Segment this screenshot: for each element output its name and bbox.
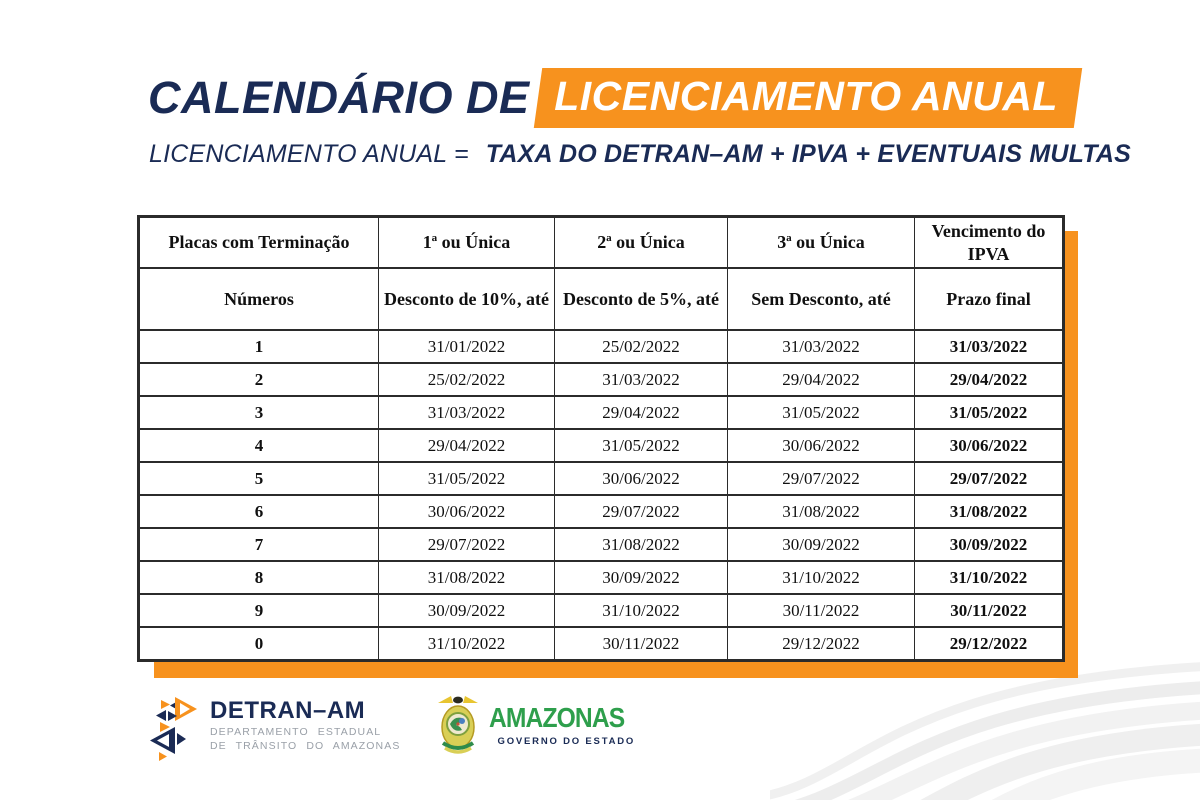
cell: 7 bbox=[138, 527, 379, 562]
cell: 30/11/2022 bbox=[554, 626, 728, 662]
cell: 31/10/2022 bbox=[554, 593, 728, 628]
page-title: CALENDÁRIO DE LICENCIAMENTO ANUAL bbox=[148, 68, 1082, 128]
column-header: Números bbox=[138, 267, 379, 331]
cell: 29/07/2022 bbox=[378, 527, 555, 562]
cell: 29/07/2022 bbox=[914, 461, 1064, 496]
column-header: 3ª ou Única bbox=[727, 215, 915, 269]
column-header: Desconto de 5%, até bbox=[554, 267, 728, 331]
cell: 2 bbox=[138, 362, 379, 397]
cell: 29/07/2022 bbox=[554, 494, 728, 529]
amazonas-crest-icon bbox=[438, 696, 479, 754]
cell: 30/09/2022 bbox=[378, 593, 555, 628]
cell: 31/05/2022 bbox=[378, 461, 555, 496]
cell: 30/09/2022 bbox=[727, 527, 915, 562]
cell: 5 bbox=[138, 461, 379, 496]
table-body: 1 31/01/2022 25/02/2022 31/03/2022 31/03/202… bbox=[138, 329, 1064, 662]
detran-text-block: DETRAN–AM DEPARTAMENTO ESTADUAL DE TRÂNS… bbox=[210, 698, 400, 752]
amazonas-name: AMAZONAS bbox=[489, 701, 625, 733]
cell: 25/02/2022 bbox=[378, 362, 555, 397]
title-highlight-text: LICENCIAMENTO ANUAL bbox=[553, 73, 1058, 119]
detran-am-logo: DETRAN–AM DEPARTAMENTO ESTADUAL DE TRÂNS… bbox=[143, 688, 400, 762]
cell: 31/10/2022 bbox=[378, 626, 555, 662]
column-header: 1ª ou Única bbox=[378, 215, 555, 269]
cell: 30/09/2022 bbox=[914, 527, 1064, 562]
column-header: Placas com Terminação bbox=[138, 215, 379, 269]
cell: 31/08/2022 bbox=[378, 560, 555, 595]
table-row: 2 25/02/2022 31/03/2022 29/04/2022 29/04/202… bbox=[138, 362, 1064, 397]
cell: 9 bbox=[138, 593, 379, 628]
table-row: 1 31/01/2022 25/02/2022 31/03/2022 31/03/202… bbox=[138, 329, 1064, 364]
cell: 4 bbox=[138, 428, 379, 463]
table-row: 9 30/09/2022 31/10/2022 30/11/2022 30/11/202… bbox=[138, 593, 1064, 628]
cell: 29/04/2022 bbox=[554, 395, 728, 430]
cell: 30/11/2022 bbox=[914, 593, 1064, 628]
cell: 31/03/2022 bbox=[914, 329, 1064, 364]
column-header: Prazo final bbox=[914, 267, 1064, 331]
calendar-table-zone: Placas com Terminação 1ª ou Única 2ª ou Ún… bbox=[137, 215, 1078, 678]
table-header: Placas com Terminação 1ª ou Única 2ª ou Ún… bbox=[138, 215, 1064, 331]
cell: 31/05/2022 bbox=[554, 428, 728, 463]
detran-name: DETRAN–AM bbox=[210, 696, 366, 724]
amazonas-government-logo: AMAZONAS GOVERNO DO ESTADO bbox=[436, 693, 643, 757]
table-header-row-1: Placas com Terminação 1ª ou Única 2ª ou Ún… bbox=[138, 215, 1064, 269]
cell: 31/01/2022 bbox=[378, 329, 555, 364]
subtitle-formula: TAXA DO DETRAN–AM + IPVA + EVENTUAIS MUL… bbox=[485, 140, 1131, 168]
cell: 6 bbox=[138, 494, 379, 529]
table-row: 4 29/04/2022 31/05/2022 30/06/2022 30/06/202… bbox=[138, 428, 1064, 463]
detran-dept-line1: DEPARTAMENTO ESTADUAL bbox=[210, 726, 382, 738]
cell: 30/06/2022 bbox=[727, 428, 915, 463]
column-header: Sem Desconto, até bbox=[727, 267, 915, 331]
cell: 3 bbox=[138, 395, 379, 430]
cell: 31/05/2022 bbox=[727, 395, 915, 430]
cell: 31/08/2022 bbox=[727, 494, 915, 529]
cell: 30/06/2022 bbox=[378, 494, 555, 529]
cell: 29/04/2022 bbox=[378, 428, 555, 463]
table-row: 6 30/06/2022 29/07/2022 31/08/2022 31/08/202… bbox=[138, 494, 1064, 529]
cell: 31/05/2022 bbox=[914, 395, 1064, 430]
amazonas-tagline: GOVERNO DO ESTADO bbox=[497, 735, 636, 747]
column-header: Desconto de 10%, até bbox=[378, 267, 555, 331]
wave-watermark-decoration bbox=[770, 662, 1200, 800]
column-header: Vencimento do IPVA bbox=[914, 215, 1064, 269]
amazonas-text-block: AMAZONAS GOVERNO DO ESTADO bbox=[489, 701, 643, 747]
cell: 31/03/2022 bbox=[378, 395, 555, 430]
cell: 29/07/2022 bbox=[727, 461, 915, 496]
cell: 30/11/2022 bbox=[727, 593, 915, 628]
subtitle: LICENCIAMENTO ANUAL = TAXA DO DETRAN–AM … bbox=[149, 140, 1131, 169]
cell: 30/06/2022 bbox=[914, 428, 1064, 463]
column-header: 2ª ou Única bbox=[554, 215, 728, 269]
title-prefix: CALENDÁRIO DE bbox=[148, 72, 530, 123]
table-row: 0 31/10/2022 30/11/2022 29/12/2022 29/12/202… bbox=[138, 626, 1064, 662]
cell: 29/04/2022 bbox=[914, 362, 1064, 397]
cell: 8 bbox=[138, 560, 379, 595]
table-header-row-2: Números Desconto de 10%, até Desconto de 5… bbox=[138, 267, 1064, 331]
cell: 30/06/2022 bbox=[554, 461, 728, 496]
table-row: 3 31/03/2022 29/04/2022 31/05/2022 31/05/202… bbox=[138, 395, 1064, 430]
cell: 0 bbox=[138, 626, 379, 662]
cell: 31/10/2022 bbox=[914, 560, 1064, 595]
table-row: 7 29/07/2022 31/08/2022 30/09/2022 30/09/202… bbox=[138, 527, 1064, 562]
table-row: 5 31/05/2022 30/06/2022 29/07/2022 29/07/202… bbox=[138, 461, 1064, 496]
footer-logos: DETRAN–AM DEPARTAMENTO ESTADUAL DE TRÂNS… bbox=[143, 688, 643, 762]
cell: 31/10/2022 bbox=[727, 560, 915, 595]
cell: 31/03/2022 bbox=[727, 329, 915, 364]
cell: 29/04/2022 bbox=[727, 362, 915, 397]
cell: 31/08/2022 bbox=[554, 527, 728, 562]
title-highlight-box: LICENCIAMENTO ANUAL bbox=[533, 68, 1082, 128]
cell: 31/08/2022 bbox=[914, 494, 1064, 529]
table-row: 8 31/08/2022 30/09/2022 31/10/2022 31/10/202… bbox=[138, 560, 1064, 595]
cell: 25/02/2022 bbox=[554, 329, 728, 364]
cell: 29/12/2022 bbox=[914, 626, 1064, 662]
detran-dept-line2: DE TRÂNSITO DO AMAZONAS bbox=[210, 739, 401, 752]
cell: 31/03/2022 bbox=[554, 362, 728, 397]
cell: 29/12/2022 bbox=[727, 626, 915, 662]
licensing-calendar-table: Placas com Terminação 1ª ou Única 2ª ou Ún… bbox=[137, 215, 1065, 662]
cell: 1 bbox=[138, 329, 379, 364]
detran-triangles-icon bbox=[150, 697, 197, 761]
cell: 30/09/2022 bbox=[554, 560, 728, 595]
subtitle-label: LICENCIAMENTO ANUAL = bbox=[149, 140, 469, 168]
